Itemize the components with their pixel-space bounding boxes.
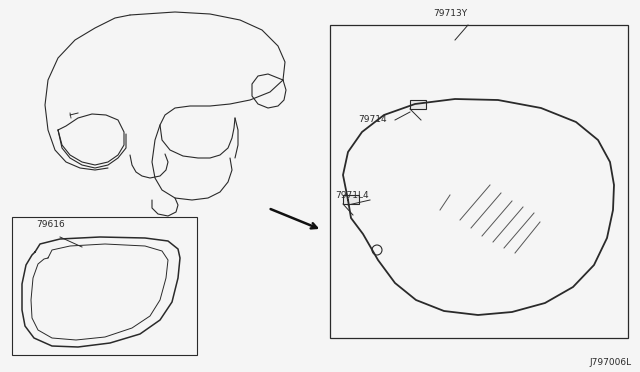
Text: 79714: 79714 — [358, 115, 387, 125]
Bar — [330, 25, 628, 338]
Text: 79713Y: 79713Y — [433, 9, 467, 18]
Text: 79616: 79616 — [36, 220, 65, 229]
Bar — [12, 217, 197, 355]
Bar — [343, 195, 359, 204]
Bar — [410, 100, 426, 109]
Text: J797006L: J797006L — [590, 358, 632, 367]
Text: 7971L4: 7971L4 — [335, 190, 369, 199]
